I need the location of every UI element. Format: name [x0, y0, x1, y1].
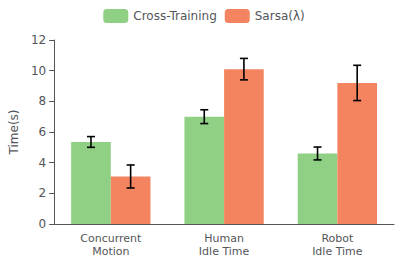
svg-text:10: 10 — [31, 64, 46, 78]
svg-text:Cross-Training: Cross-Training — [133, 9, 216, 23]
svg-text:2: 2 — [39, 186, 47, 200]
svg-text:Idle Time: Idle Time — [199, 245, 250, 258]
svg-text:0: 0 — [39, 217, 47, 231]
svg-text:Robot: Robot — [321, 232, 354, 245]
svg-text:12: 12 — [31, 33, 46, 47]
svg-text:Motion: Motion — [92, 245, 129, 258]
svg-text:Sarsa(λ): Sarsa(λ) — [255, 9, 305, 23]
svg-text:Time(s): Time(s) — [7, 110, 21, 156]
svg-text:Concurrent: Concurrent — [80, 232, 142, 245]
svg-text:8: 8 — [39, 94, 47, 108]
svg-text:Idle Time: Idle Time — [312, 245, 363, 258]
svg-text:6: 6 — [39, 125, 47, 139]
svg-text:4: 4 — [39, 156, 47, 170]
svg-text:Human: Human — [204, 232, 244, 245]
